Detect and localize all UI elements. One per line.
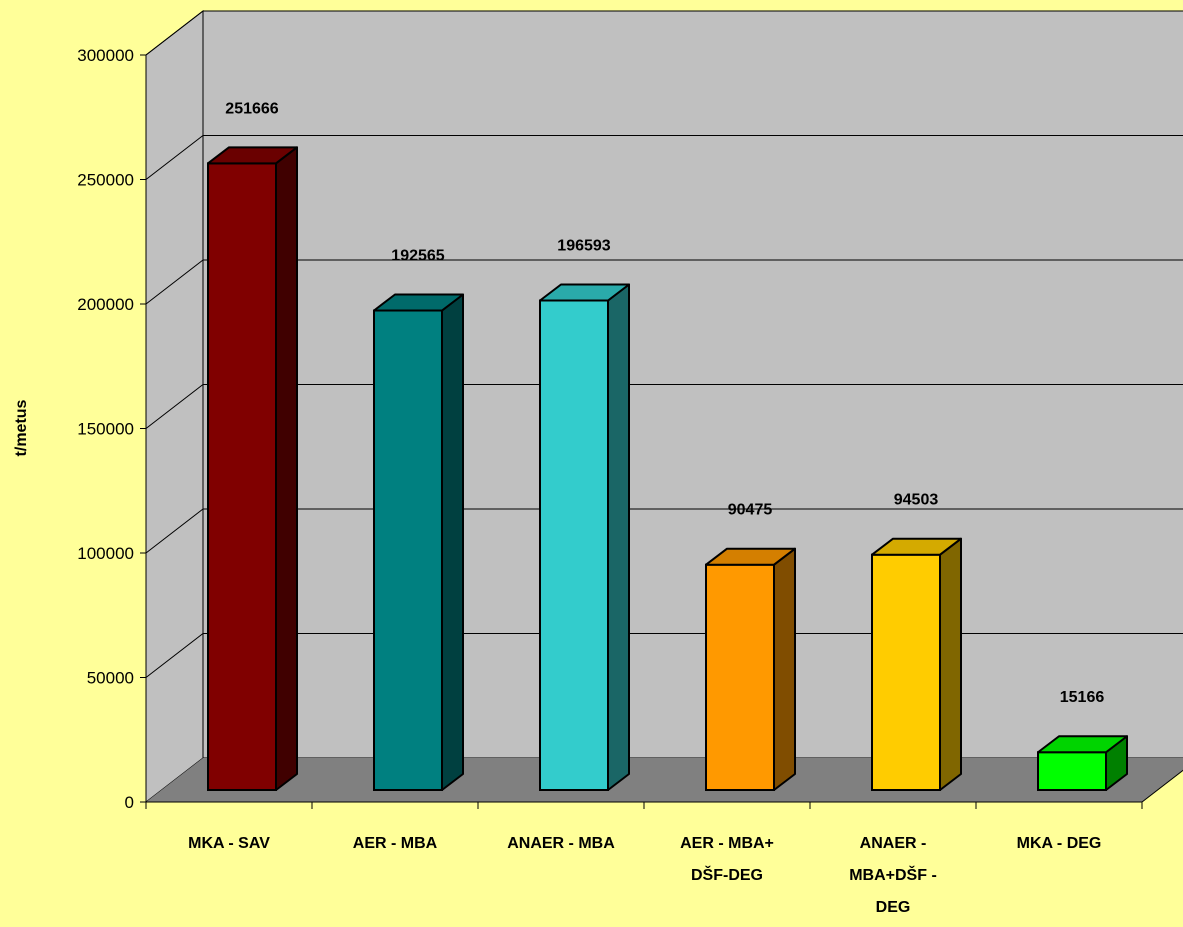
x-tick-label: DŠF-DEG xyxy=(691,865,763,884)
x-tick-label: AER - MBA xyxy=(353,835,438,852)
bar xyxy=(1037,735,1128,791)
y-tick-label: 250000 xyxy=(77,171,134,190)
bar-front xyxy=(871,553,941,791)
bar-side xyxy=(773,547,796,791)
chart-text: t/metus 0 50000 100000 150000 200000 250000 30… xyxy=(13,46,1104,916)
bars xyxy=(207,146,1128,791)
bar-front xyxy=(207,162,277,791)
gridlines xyxy=(145,10,1183,678)
data-label: 192565 xyxy=(391,248,444,265)
gridline xyxy=(145,135,1183,180)
y-axis-title: t/metus xyxy=(13,399,30,456)
y-tick-label: 100000 xyxy=(77,544,134,563)
gridline xyxy=(145,384,1183,429)
x-tick-label: DEG xyxy=(876,899,911,916)
bar-front xyxy=(1037,751,1107,791)
bar-side xyxy=(441,293,464,791)
gridline xyxy=(145,10,1183,56)
bar-front xyxy=(373,309,443,791)
chart-floor xyxy=(146,758,1183,802)
y-tick-label: 200000 xyxy=(77,295,134,314)
y-tick-label: 300000 xyxy=(77,46,134,65)
bar-top xyxy=(871,537,962,556)
data-label: 90475 xyxy=(728,502,773,519)
gridline xyxy=(145,633,1183,678)
y-tick-label: 150000 xyxy=(77,420,134,439)
bar-top xyxy=(1037,735,1128,754)
data-label: 15166 xyxy=(1060,689,1105,706)
bar-top xyxy=(373,293,464,312)
data-label: 94503 xyxy=(894,492,939,509)
bar-front xyxy=(539,299,609,791)
axes xyxy=(140,54,1183,809)
bar xyxy=(207,146,298,791)
x-tick-label: MKA - SAV xyxy=(188,835,270,852)
floor-edge xyxy=(1141,769,1183,803)
data-label: 196593 xyxy=(557,237,610,254)
floor xyxy=(146,758,1183,802)
bar xyxy=(705,547,796,791)
bar xyxy=(373,293,464,791)
bar-top xyxy=(207,146,298,165)
bar-top xyxy=(539,283,630,302)
bar-top xyxy=(705,547,796,566)
bar-side xyxy=(607,283,630,791)
x-tick-label: ANAER - xyxy=(860,835,927,852)
x-tick-label: ANAER - MBA xyxy=(507,835,615,852)
data-label: 251666 xyxy=(225,100,278,117)
x-tick-label: AER - MBA+ xyxy=(680,835,774,852)
bar-front xyxy=(705,563,775,791)
x-tick-label: MKA - DEG xyxy=(1017,835,1102,852)
bar-side xyxy=(939,537,962,791)
gridline xyxy=(145,508,1183,554)
gridline xyxy=(145,259,1183,305)
x-tick-label: MBA+DŠF - xyxy=(849,865,937,884)
y-tick-label: 50000 xyxy=(87,669,134,688)
bar xyxy=(871,537,962,791)
chart-walls xyxy=(145,9,1183,804)
y-tick-label: 0 xyxy=(125,793,134,812)
bar-side xyxy=(275,146,298,791)
bar xyxy=(539,283,630,791)
